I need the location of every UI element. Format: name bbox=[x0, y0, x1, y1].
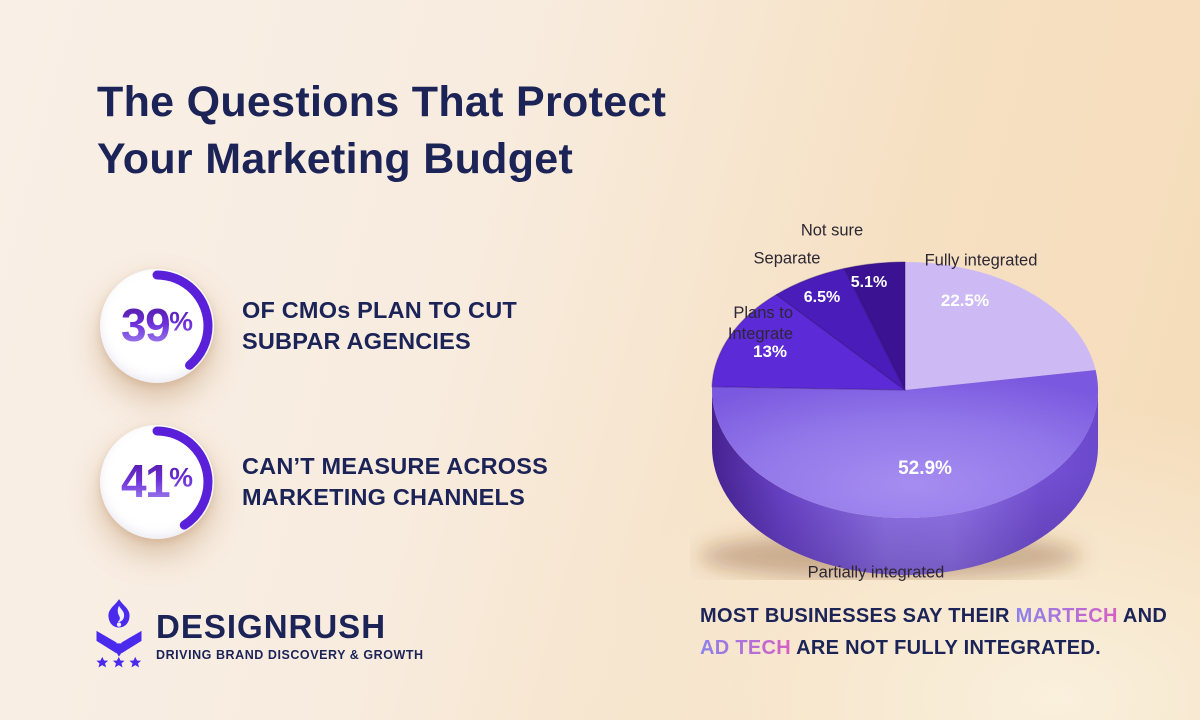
stat-label-39: OF CMOs PLAN TO CUT SUBPAR AGENCIES bbox=[242, 295, 517, 357]
caption-text: ARE NOT FULLY INTEGRATED. bbox=[791, 637, 1102, 659]
caption-text: MOST BUSINESSES SAY THEIR bbox=[700, 605, 1016, 627]
pie-chart: 22.5% 52.9% 13% 6.5% 5.1% Fully integrated P… bbox=[640, 215, 1180, 615]
page-title: The Questions That Protect Your Marketin… bbox=[97, 74, 666, 188]
pie-label-fully-integrated: Fully integrated bbox=[924, 251, 1038, 270]
designrush-logo-text: DESIGNRUSH DRIVING BRAND DISCOVERY & GRO… bbox=[156, 607, 424, 662]
page-title-line2: Your Marketing Budget bbox=[97, 135, 574, 183]
pie-slice-plans-to-integrate bbox=[711, 293, 906, 391]
pie-value-separate: 6.5% bbox=[804, 289, 840, 306]
pie-slice-partially-integrated bbox=[712, 369, 1098, 519]
caption-highlight: MARTECH bbox=[1015, 605, 1118, 627]
pie-slice-separate bbox=[775, 267, 906, 391]
stat-label-41-line2: MARKETING CHANNELS bbox=[242, 484, 525, 510]
designrush-logo: DESIGNRUSH DRIVING BRAND DISCOVERY & GRO… bbox=[94, 598, 424, 672]
stat-label-41: CAN’T MEASURE ACROSS MARKETING CHANNELS bbox=[242, 451, 548, 513]
designrush-logo-tagline: DRIVING BRAND DISCOVERY & GROWTH bbox=[156, 647, 424, 662]
pie-label-separate: Separate bbox=[753, 249, 821, 268]
progress-arc-icon bbox=[101, 270, 213, 382]
page-title-line1: The Questions That Protect bbox=[97, 78, 667, 126]
caption-highlight: AD TECH bbox=[700, 637, 791, 659]
pie-slice-not-sure bbox=[843, 261, 906, 391]
caption-text: AND bbox=[1117, 605, 1168, 627]
stat-circle-39: 39% bbox=[100, 269, 214, 383]
stat-cant-measure-channels: 41% CAN’T MEASURE ACROSS MARKETING CHANN… bbox=[100, 424, 548, 540]
designrush-torch-icon bbox=[96, 599, 142, 668]
progress-arc-icon bbox=[101, 426, 213, 538]
pie-chart-svg: 22.5% 52.9% 13% 6.5% 5.1% bbox=[698, 261, 1098, 580]
pie-label-not-sure: Not sure bbox=[800, 221, 864, 240]
pie-value-plans-to-integrate: 13% bbox=[753, 342, 787, 361]
pie-value-fully-integrated: 22.5% bbox=[941, 291, 989, 310]
pie-side-shading bbox=[712, 390, 1098, 575]
pie-slice-fully-integrated bbox=[905, 262, 1096, 390]
stat-cmos-cut-agencies: 39% OF CMOs PLAN TO CUT SUBPAR AGENCIES bbox=[100, 268, 517, 384]
chart-caption: MOST BUSINESSES SAY THEIR MARTECH AND AD … bbox=[700, 600, 1180, 664]
designrush-logo-name: DESIGNRUSH bbox=[156, 607, 387, 645]
pie-slices bbox=[711, 261, 1098, 519]
stat-circle-41: 41% bbox=[100, 425, 214, 539]
stat-label-39-line1: OF CMOs PLAN TO CUT bbox=[242, 297, 517, 323]
pie-value-labels: 22.5% 52.9% 13% 6.5% 5.1% bbox=[753, 274, 989, 479]
stat-label-39-line2: SUBPAR AGENCIES bbox=[242, 328, 471, 354]
pie-label-plans-to-integrate: Plans to Integrate bbox=[727, 304, 793, 343]
pie-value-partially-integrated: 52.9% bbox=[898, 458, 952, 479]
stat-label-41-line1: CAN’T MEASURE ACROSS bbox=[242, 453, 549, 479]
pie-value-not-sure: 5.1% bbox=[851, 274, 887, 291]
pie-label-partially-integrated: Partially integrated bbox=[807, 563, 945, 582]
